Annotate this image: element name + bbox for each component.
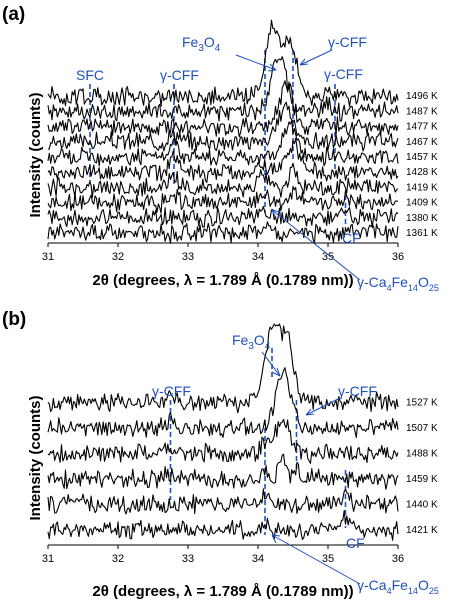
- annotation-sfc: SFC: [76, 67, 104, 83]
- x-tick-label: 32: [112, 251, 124, 263]
- panel-a-temperature-labels: 1361 K 1380 K 1409 K 1419 K 1428 K 1457 K 1467…: [406, 91, 438, 239]
- panel-b-x-axis-label: 2θ (degrees, λ = 1.789 Å (0.1789 nm)): [92, 583, 353, 600]
- trace-line: [47, 120, 399, 167]
- trace-line: [47, 19, 399, 107]
- panel-b-temperature-labels: 1421 K 1440 K 1459 K 1488 K 1507 K 1527 K: [406, 398, 438, 537]
- trace-line: [47, 162, 399, 198]
- temperature-label: 1507 K: [406, 423, 438, 434]
- temperature-label: 1457 K: [406, 152, 438, 163]
- trace-line: [47, 488, 399, 515]
- temperature-label: 1496 K: [406, 91, 438, 102]
- arrow-gamma-cff-upper: [299, 49, 333, 66]
- temperature-label: 1440 K: [406, 500, 438, 511]
- trace-line: [47, 137, 399, 184]
- arrow-ca4fe14o25-b: [271, 534, 361, 585]
- annotation-fe3o4: Fe3O4: [182, 34, 221, 54]
- annotation-gamma-cff-upper: γ-CFF: [328, 34, 367, 50]
- panel-b-y-axis-label: Intensity (counts): [27, 395, 44, 520]
- trace-line: [47, 101, 399, 152]
- panel-b-traces: [47, 323, 399, 541]
- panel-b-x-ticks: 31 32 33 34 35 36: [42, 545, 404, 565]
- trace-line: [47, 80, 399, 138]
- annotation-gamma-cff-left-b: γ-CFF: [152, 383, 191, 399]
- temperature-label: 1487 K: [406, 106, 438, 117]
- temperature-label: 1361 K: [406, 228, 438, 239]
- annotation-gamma-cff-left: γ-CFF: [160, 67, 199, 83]
- panel-a-traces: [47, 19, 399, 244]
- temperature-label: 1477 K: [406, 122, 438, 133]
- temperature-label: 1428 K: [406, 167, 438, 178]
- annotation-cf-b: CF: [346, 535, 365, 551]
- trace-line: [47, 510, 399, 541]
- trace-line: [47, 221, 399, 244]
- panel-a-label: (a): [2, 4, 25, 25]
- temperature-label: 1459 K: [406, 474, 438, 485]
- panel-a-x-axis-label: 2θ (degrees, λ = 1.789 Å (0.1789 nm)): [92, 272, 353, 289]
- trace-line: [47, 323, 399, 414]
- annotation-ca4fe14o25-b: γ-Ca4Fe14O25: [357, 577, 439, 596]
- x-tick-label: 33: [182, 553, 194, 565]
- trace-line: [47, 418, 399, 464]
- x-tick-label: 33: [182, 251, 194, 263]
- x-tick-label: 31: [42, 251, 54, 263]
- temperature-label: 1467 K: [406, 137, 438, 148]
- trace-line: [47, 185, 399, 214]
- annotation-gamma-cff-right: γ-CFF: [324, 66, 363, 82]
- x-tick-label: 32: [112, 553, 124, 565]
- panel-a-x-ticks: 31 32 33 34 35 36: [42, 243, 404, 263]
- panel-b-label: (b): [2, 309, 26, 330]
- x-tick-label: 36: [392, 251, 404, 263]
- x-tick-label: 35: [322, 251, 334, 263]
- annotation-fe3o4-b: Fe3O4: [232, 332, 271, 352]
- trace-line: [47, 453, 399, 490]
- temperature-label: 1527 K: [406, 398, 438, 409]
- panel-b: (b) Intensity (counts) 31 32 33 34 35 36 1421…: [2, 309, 439, 600]
- temperature-label: 1380 K: [406, 213, 438, 224]
- trace-line: [47, 56, 399, 122]
- arrow-gamma-cff-right-b: [305, 397, 341, 416]
- panel-a-y-axis-label: Intensity (counts): [27, 92, 44, 217]
- temperature-label: 1409 K: [406, 198, 438, 209]
- arrow-fe3o4-b: [261, 351, 281, 377]
- temperature-label: 1488 K: [406, 449, 438, 460]
- x-tick-label: 31: [42, 553, 54, 565]
- x-tick-label: 34: [252, 251, 264, 263]
- x-tick-label: 36: [392, 553, 404, 565]
- temperature-label: 1419 K: [406, 182, 438, 193]
- arrow-fe3o4: [235, 54, 277, 72]
- annotation-cf: CF: [342, 230, 361, 246]
- temperature-label: 1421 K: [406, 525, 438, 536]
- annotation-gamma-cff-right-b: γ-CFF: [338, 383, 377, 399]
- x-tick-label: 34: [252, 553, 264, 565]
- trace-line: [47, 367, 399, 438]
- x-tick-label: 35: [322, 553, 334, 565]
- annotation-ca4fe14o25: γ-Ca4Fe14O25: [357, 274, 439, 293]
- trace-line: [47, 205, 399, 229]
- panel-a: (a) Intensity (counts) 31 32 33 34 35 36 1361…: [2, 4, 439, 293]
- arrow-ca4fe14o25: [271, 209, 361, 281]
